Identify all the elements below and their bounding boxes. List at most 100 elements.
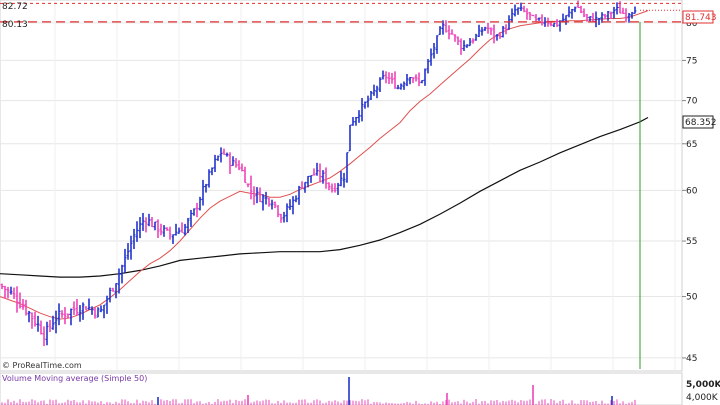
price-bar	[453, 34, 457, 42]
price-bar	[321, 170, 325, 184]
price-bar	[408, 76, 412, 85]
price-bar	[222, 148, 226, 155]
price-bar	[63, 307, 67, 325]
price-bar	[555, 19, 559, 27]
price-bar	[390, 72, 394, 84]
price-bar	[216, 155, 220, 161]
price-bar	[486, 22, 490, 34]
price-bar	[246, 183, 250, 188]
price-bar	[519, 2, 523, 11]
price-bar	[471, 38, 475, 44]
price-bar	[18, 292, 22, 309]
price-bar	[27, 310, 31, 323]
price-bar	[339, 171, 343, 187]
price-bar	[444, 20, 448, 33]
price-bar	[132, 228, 136, 250]
price-bar	[315, 162, 319, 176]
price-bar	[441, 20, 445, 35]
price-bar	[378, 77, 382, 93]
last-price-label: 81.743	[685, 13, 717, 23]
price-bar	[9, 286, 13, 295]
price-bar	[228, 152, 232, 174]
price-bar	[540, 14, 544, 26]
price-bar	[450, 29, 454, 35]
price-bar	[624, 8, 628, 23]
price-bar	[180, 222, 184, 233]
price-bar	[102, 304, 106, 319]
price-bar	[582, 8, 586, 18]
price-bar	[474, 33, 478, 41]
price-bar	[420, 80, 424, 84]
price-bar	[90, 306, 94, 315]
price-bar	[51, 315, 55, 330]
ma200-value-box	[682, 115, 714, 129]
price-bar	[516, 7, 520, 15]
price-bar	[327, 182, 331, 191]
price-bar	[24, 299, 28, 316]
price-bar	[567, 6, 571, 18]
price-bar	[306, 175, 310, 188]
price-bar	[66, 313, 70, 319]
price-bar	[189, 209, 193, 227]
price-bar	[393, 71, 397, 89]
price-bar	[498, 31, 502, 39]
price-bar	[195, 202, 199, 218]
price-bar	[234, 157, 238, 168]
price-bar	[93, 307, 97, 319]
price-bar	[192, 208, 196, 216]
price-bar	[300, 181, 304, 189]
price-bar	[336, 182, 340, 195]
price-bar	[285, 203, 289, 223]
price-bar	[198, 196, 202, 211]
price-bar	[399, 83, 403, 90]
price-bar	[159, 223, 163, 236]
price-bar	[57, 303, 61, 326]
price-bar	[312, 168, 316, 176]
price-bar	[432, 42, 436, 59]
price-levels	[0, 2, 682, 23]
y-tick-label: 55	[686, 237, 697, 247]
price-bar	[438, 26, 442, 35]
price-bar	[186, 217, 190, 234]
price-bar	[120, 264, 124, 284]
y-tick-label: 60	[686, 186, 698, 196]
price-bar	[171, 234, 175, 244]
price-bar	[504, 24, 508, 35]
price-bar	[354, 116, 358, 126]
price-bar	[126, 243, 130, 260]
price-bar	[291, 196, 295, 215]
grid	[0, 0, 682, 371]
price-bar	[585, 14, 589, 22]
price-bar	[153, 221, 157, 231]
price-bar	[351, 117, 355, 126]
price-bar	[105, 295, 109, 314]
price-bar	[30, 312, 34, 329]
price-bar	[528, 11, 532, 21]
price-bar	[117, 268, 121, 294]
price-bar	[231, 156, 235, 166]
price-bar	[612, 6, 616, 19]
volume-bars	[1, 377, 636, 405]
y-tick-label: 45	[686, 354, 697, 364]
price-bar	[462, 40, 466, 51]
price-bar	[303, 181, 307, 193]
price-bar	[429, 48, 433, 66]
price-bar	[465, 44, 469, 48]
price-bar	[534, 14, 538, 22]
price-bar	[615, 2, 619, 15]
price-bar	[255, 187, 259, 204]
price-bar	[456, 36, 460, 45]
price-bar	[138, 217, 142, 239]
price-bars	[0, 0, 637, 347]
price-bar	[156, 219, 160, 238]
price-bar	[588, 16, 592, 22]
price-bar	[54, 310, 58, 334]
price-bar	[108, 287, 112, 303]
price-bar	[213, 154, 217, 172]
price-bar	[345, 152, 349, 183]
price-bar	[243, 166, 247, 184]
price-bar	[264, 191, 268, 205]
price-bar	[168, 226, 172, 240]
y-tick-label: 75	[686, 56, 697, 66]
price-bar	[183, 223, 187, 236]
